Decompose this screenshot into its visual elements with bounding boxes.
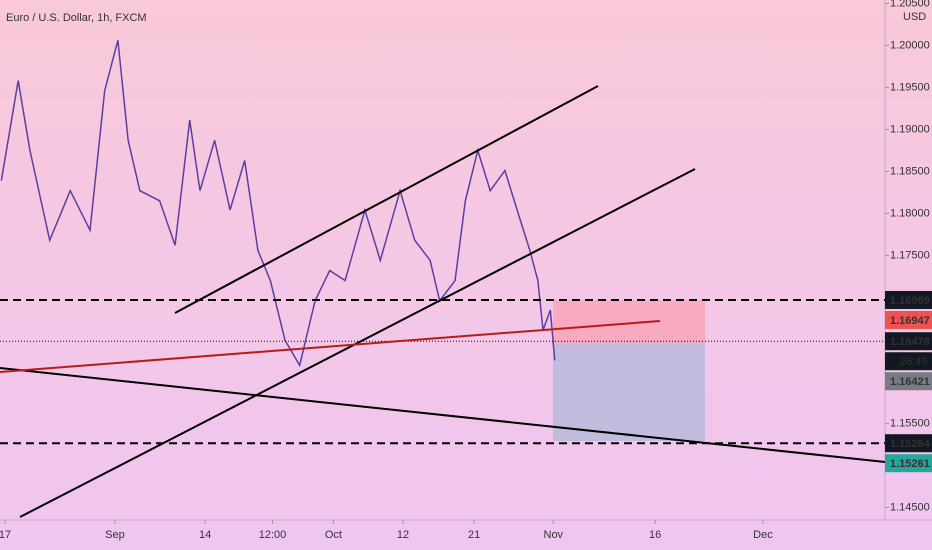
price-label: 1.16478 (890, 336, 930, 348)
price-label-box (885, 434, 932, 453)
price-label-box (885, 290, 932, 309)
x-tick-label: Sep (105, 529, 125, 541)
x-tick-label: 12:00 (259, 529, 287, 541)
price-label-box (885, 454, 932, 473)
y-tick-label: 1.20000 (890, 39, 930, 51)
price-label-box (885, 372, 932, 391)
price-label: 1.16969 (890, 295, 930, 307)
price-line (0, 40, 556, 368)
price-label: 1.16947 (890, 315, 930, 327)
countdown: 26:49 (900, 356, 928, 368)
y-tick-label: 1.17500 (890, 249, 930, 261)
x-tick-label: 17 (0, 529, 11, 541)
price-label: 1.15261 (890, 458, 930, 470)
currency-label: USD (903, 11, 926, 23)
x-tick-label: Nov (544, 529, 564, 541)
price-label: 1.16421 (890, 376, 930, 388)
support-line[interactable] (0, 320, 661, 373)
price-label-box (885, 332, 932, 351)
y-tick-label: 1.14500 (890, 501, 930, 513)
y-tick-label: 1.18000 (890, 207, 930, 219)
y-tick-label: 1.15500 (890, 417, 930, 429)
y-tick-label: 1.19000 (890, 123, 930, 135)
x-tick-label: 21 (468, 529, 480, 541)
x-tick-label: 14 (199, 529, 211, 541)
target-zone[interactable] (553, 344, 705, 441)
downtrend-line[interactable] (0, 367, 932, 468)
x-tick-label: 16 (649, 529, 661, 541)
channel-upper[interactable] (174, 85, 599, 314)
x-tick-label: Oct (325, 529, 342, 541)
chart-title: Euro / U.S. Dollar, 1h, FXCM (6, 12, 147, 24)
price-label-box (885, 310, 932, 329)
x-tick-label: 12 (397, 529, 409, 541)
price-label: 1.15264 (890, 438, 931, 450)
x-tick-label: Dec (753, 529, 773, 541)
countdown-box (885, 352, 932, 371)
stop-zone[interactable] (553, 300, 705, 344)
y-tick-label: 1.20500 (890, 0, 930, 9)
y-tick-label: 1.18500 (890, 165, 930, 177)
channel-lower[interactable] (19, 168, 696, 518)
y-tick-label: 1.19500 (890, 81, 930, 93)
